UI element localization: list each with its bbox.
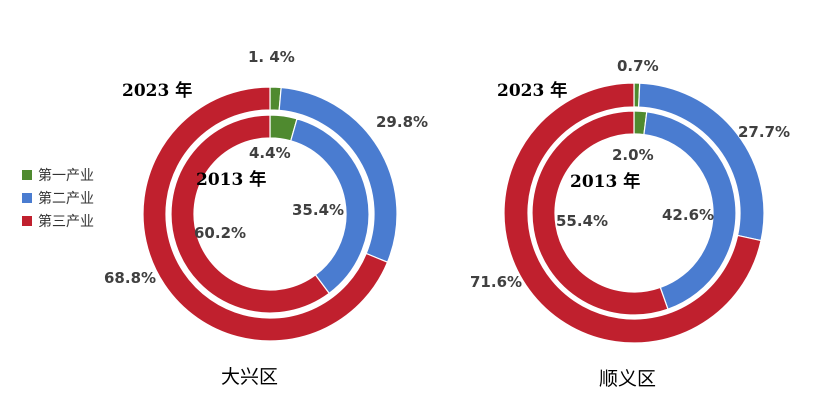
inner-label-primary: 2.0% <box>612 146 654 164</box>
inner-ring-2013 <box>531 110 737 316</box>
inner-ring-slice-tertiary <box>170 114 331 314</box>
inner-label-tertiary: 60.2% <box>194 224 246 242</box>
donut-chart-shunyi: 2023 年 2013 年 0.7% 27.7% 71.6% 2.0% 42.6% 55.4%… <box>470 57 790 390</box>
inner-ring-year-label: 2013 年 <box>196 169 266 190</box>
outer-ring-year-label: 2023 年 <box>497 80 567 101</box>
outer-ring-2023 <box>142 86 398 342</box>
legend-label-secondary: 第二产业 <box>38 190 94 207</box>
inner-label-primary: 4.4% <box>249 144 291 162</box>
legend-label-primary: 第一产业 <box>38 167 94 184</box>
outer-ring-2023 <box>503 82 765 344</box>
chart-title-shunyi: 顺义区 <box>599 368 656 390</box>
outer-ring-slice-tertiary <box>503 82 762 344</box>
donut-chart-daxing: 2023 年 2013 年 1. 4% 29.8% 68.8% 4.4% 35.4% 60.2… <box>104 48 428 388</box>
inner-label-secondary: 35.4% <box>292 201 344 219</box>
inner-ring-year-label: 2013 年 <box>570 171 640 192</box>
inner-label-secondary: 42.6% <box>662 206 714 224</box>
outer-label-secondary: 29.8% <box>376 113 428 131</box>
legend: 第一产业 第二产业 第三产业 <box>22 167 94 230</box>
legend-swatch-primary <box>22 170 32 180</box>
chart-title-daxing: 大兴区 <box>221 366 278 388</box>
inner-ring-slice-tertiary <box>531 110 669 316</box>
inner-label-tertiary: 55.4% <box>556 212 608 230</box>
outer-ring-slice-tertiary <box>142 86 389 342</box>
outer-label-secondary: 27.7% <box>738 123 790 141</box>
outer-label-primary: 1. 4% <box>248 48 295 66</box>
outer-label-tertiary: 68.8% <box>104 269 156 287</box>
legend-swatch-secondary <box>22 193 32 203</box>
outer-label-primary: 0.7% <box>617 57 659 75</box>
outer-ring-year-label: 2023 年 <box>122 80 192 101</box>
inner-ring-2013 <box>170 114 370 314</box>
outer-label-tertiary: 71.6% <box>470 273 522 291</box>
legend-label-tertiary: 第三产业 <box>38 213 94 230</box>
legend-swatch-tertiary <box>22 216 32 226</box>
